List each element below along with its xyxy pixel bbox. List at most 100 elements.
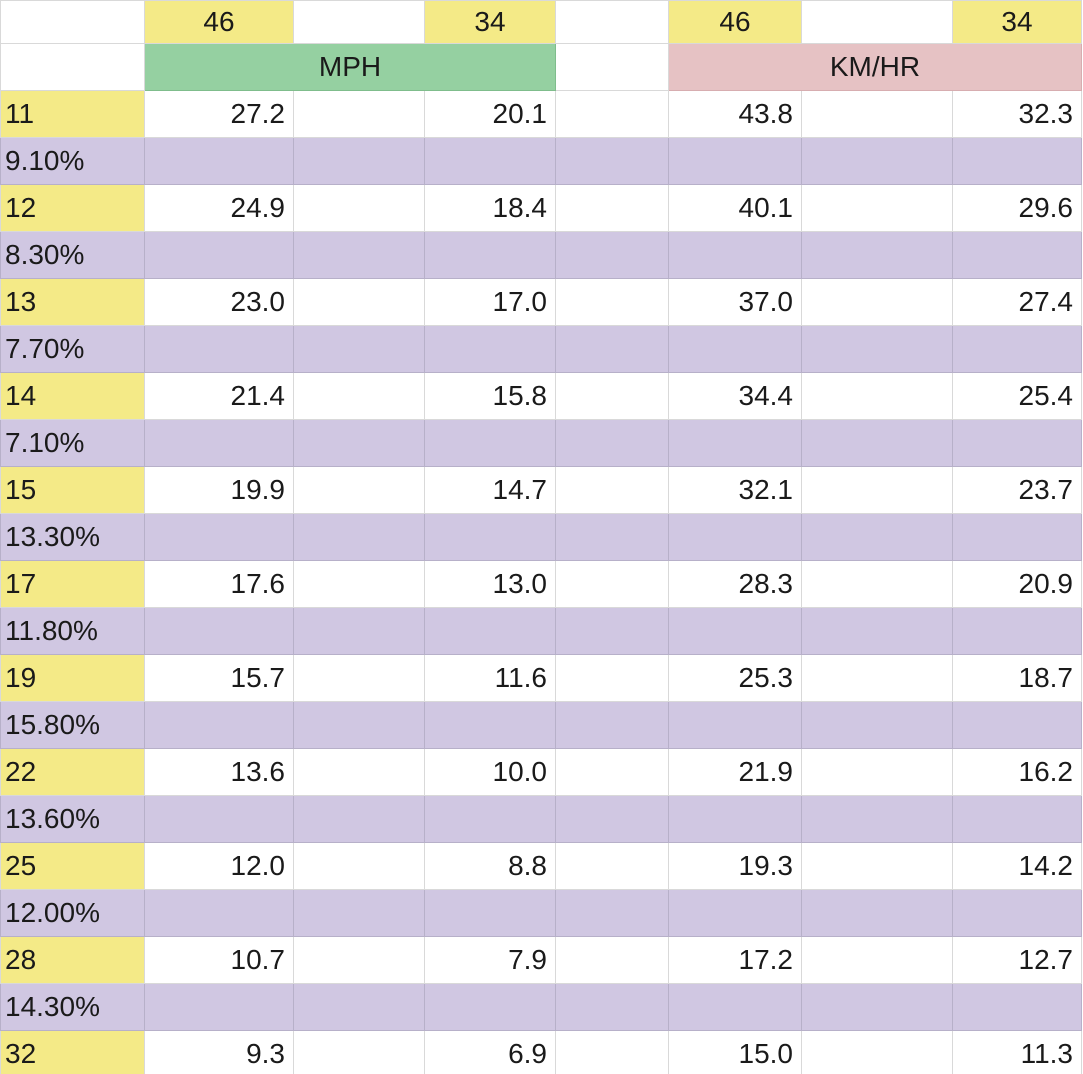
- blank-cell[interactable]: [555, 325, 669, 373]
- cog-cell[interactable]: 11: [0, 90, 145, 138]
- blank-cell[interactable]: [555, 842, 669, 890]
- blank-cell[interactable]: [668, 137, 802, 185]
- blank-cell[interactable]: [293, 1030, 425, 1074]
- cog-cell[interactable]: 25: [0, 842, 145, 890]
- blank-cell[interactable]: [952, 419, 1082, 467]
- blank-cell[interactable]: [555, 90, 669, 138]
- blank-cell[interactable]: [801, 513, 953, 561]
- step-percent-cell[interactable]: 12.00%: [0, 889, 145, 937]
- mph-34-cell[interactable]: 8.8: [424, 842, 556, 890]
- blank-cell[interactable]: [952, 889, 1082, 937]
- kmhr-46-cell[interactable]: 43.8: [668, 90, 802, 138]
- blank-cell[interactable]: [555, 231, 669, 279]
- step-percent-cell[interactable]: 8.30%: [0, 231, 145, 279]
- blank-cell[interactable]: [801, 748, 953, 796]
- kmhr-header-cell[interactable]: KM/HR: [668, 43, 1082, 91]
- blank-cell[interactable]: [555, 372, 669, 420]
- cog-cell[interactable]: 15: [0, 466, 145, 514]
- blank-cell[interactable]: [144, 419, 294, 467]
- blank-cell[interactable]: [801, 842, 953, 890]
- blank-cell[interactable]: [293, 90, 425, 138]
- blank-cell[interactable]: [555, 795, 669, 843]
- mph-34-cell[interactable]: 10.0: [424, 748, 556, 796]
- blank-cell[interactable]: [144, 701, 294, 749]
- blank-cell[interactable]: [293, 137, 425, 185]
- kmhr-46-cell[interactable]: 25.3: [668, 654, 802, 702]
- blank-cell[interactable]: [555, 701, 669, 749]
- blank-cell[interactable]: [424, 795, 556, 843]
- step-percent-cell[interactable]: 9.10%: [0, 137, 145, 185]
- blank-cell[interactable]: [144, 795, 294, 843]
- kmhr-46-cell[interactable]: 28.3: [668, 560, 802, 608]
- kmhr-34-cell[interactable]: 29.6: [952, 184, 1082, 232]
- blank-cell[interactable]: [801, 325, 953, 373]
- blank-cell[interactable]: [555, 0, 669, 44]
- blank-cell[interactable]: [293, 748, 425, 796]
- blank-cell[interactable]: [801, 184, 953, 232]
- mph-34-cell[interactable]: 20.1: [424, 90, 556, 138]
- mph-34-cell[interactable]: 15.8: [424, 372, 556, 420]
- step-percent-cell[interactable]: 15.80%: [0, 701, 145, 749]
- blank-cell[interactable]: [555, 466, 669, 514]
- blank-cell[interactable]: [144, 889, 294, 937]
- blank-cell[interactable]: [555, 184, 669, 232]
- mph-46-cell[interactable]: 9.3: [144, 1030, 294, 1074]
- blank-cell[interactable]: [424, 607, 556, 655]
- cog-cell[interactable]: 12: [0, 184, 145, 232]
- blank-cell[interactable]: [801, 137, 953, 185]
- blank-cell[interactable]: [801, 419, 953, 467]
- chainring-34-mph-cell[interactable]: 34: [424, 0, 556, 44]
- blank-cell[interactable]: [668, 419, 802, 467]
- blank-cell[interactable]: [801, 231, 953, 279]
- blank-cell[interactable]: [668, 607, 802, 655]
- blank-cell[interactable]: [293, 325, 425, 373]
- mph-46-cell[interactable]: 17.6: [144, 560, 294, 608]
- blank-cell[interactable]: [555, 889, 669, 937]
- blank-cell[interactable]: [668, 513, 802, 561]
- cog-cell[interactable]: 22: [0, 748, 145, 796]
- blank-cell[interactable]: [555, 278, 669, 326]
- blank-cell[interactable]: [801, 90, 953, 138]
- blank-cell[interactable]: [668, 701, 802, 749]
- step-percent-cell[interactable]: 7.10%: [0, 419, 145, 467]
- blank-cell[interactable]: [952, 607, 1082, 655]
- blank-cell[interactable]: [293, 560, 425, 608]
- blank-cell[interactable]: [952, 795, 1082, 843]
- blank-cell[interactable]: [801, 607, 953, 655]
- blank-cell[interactable]: [144, 231, 294, 279]
- kmhr-34-cell[interactable]: 27.4: [952, 278, 1082, 326]
- blank-cell[interactable]: [801, 936, 953, 984]
- cog-cell[interactable]: 32: [0, 1030, 145, 1074]
- blank-cell[interactable]: [555, 607, 669, 655]
- blank-cell[interactable]: [293, 701, 425, 749]
- kmhr-46-cell[interactable]: 21.9: [668, 748, 802, 796]
- blank-cell[interactable]: [293, 654, 425, 702]
- blank-cell[interactable]: [144, 137, 294, 185]
- kmhr-46-cell[interactable]: 15.0: [668, 1030, 802, 1074]
- blank-cell[interactable]: [555, 43, 669, 91]
- kmhr-34-cell[interactable]: 32.3: [952, 90, 1082, 138]
- mph-header-cell[interactable]: MPH: [144, 43, 556, 91]
- blank-cell[interactable]: [424, 983, 556, 1031]
- blank-cell[interactable]: [293, 983, 425, 1031]
- blank-cell[interactable]: [293, 795, 425, 843]
- blank-cell[interactable]: [952, 701, 1082, 749]
- blank-cell[interactable]: [424, 701, 556, 749]
- blank-cell[interactable]: [801, 372, 953, 420]
- blank-cell[interactable]: [555, 137, 669, 185]
- kmhr-34-cell[interactable]: 23.7: [952, 466, 1082, 514]
- blank-cell[interactable]: [801, 795, 953, 843]
- blank-cell[interactable]: [293, 513, 425, 561]
- kmhr-34-cell[interactable]: 12.7: [952, 936, 1082, 984]
- blank-cell[interactable]: [555, 513, 669, 561]
- mph-34-cell[interactable]: 6.9: [424, 1030, 556, 1074]
- blank-cell[interactable]: [801, 278, 953, 326]
- mph-34-cell[interactable]: 7.9: [424, 936, 556, 984]
- chainring-34-kmhr-cell[interactable]: 34: [952, 0, 1082, 44]
- blank-cell[interactable]: [0, 43, 145, 91]
- kmhr-34-cell[interactable]: 11.3: [952, 1030, 1082, 1074]
- blank-cell[interactable]: [801, 560, 953, 608]
- step-percent-cell[interactable]: 11.80%: [0, 607, 145, 655]
- kmhr-46-cell[interactable]: 17.2: [668, 936, 802, 984]
- kmhr-46-cell[interactable]: 19.3: [668, 842, 802, 890]
